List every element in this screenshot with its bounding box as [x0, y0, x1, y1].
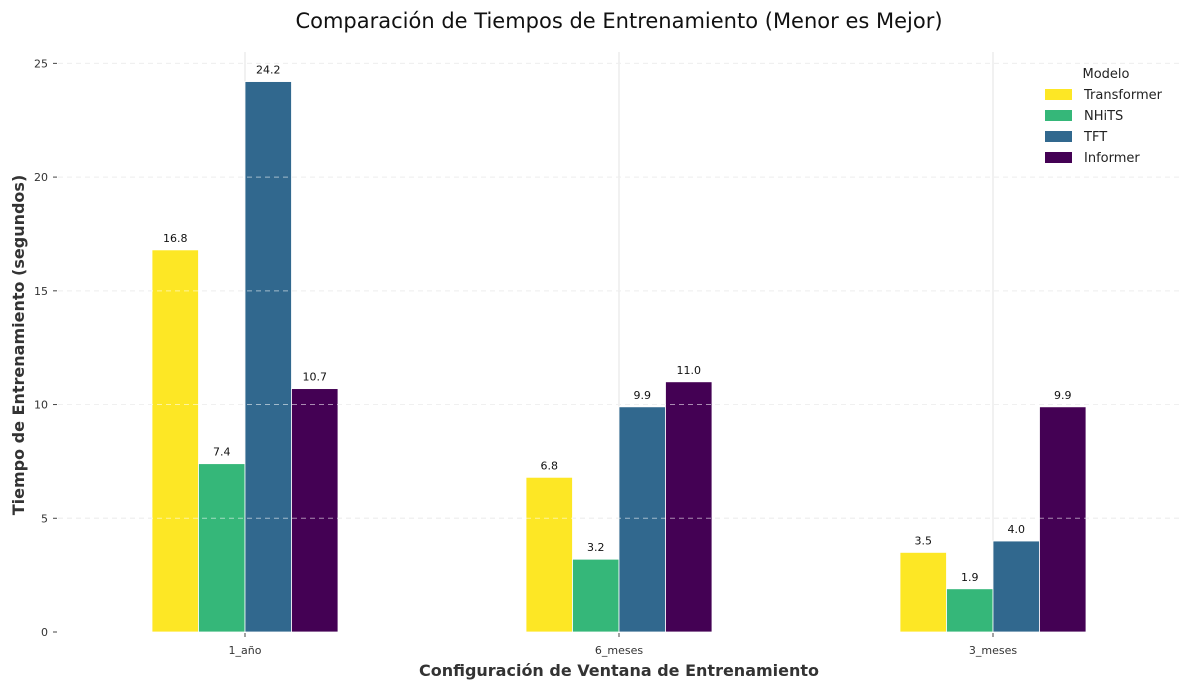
- legend-entry-tft: TFT: [1083, 130, 1107, 145]
- legend-entry-informer: Informer: [1084, 151, 1140, 166]
- y-axis-label: Tiempo de Entrenamiento (segundos): [9, 175, 28, 516]
- bar-transformer-2: [899, 551, 947, 633]
- bar-value-label: 9.9: [1054, 389, 1072, 402]
- legend-entry-nhits: NHiTS: [1084, 109, 1123, 124]
- bar-value-label: 10.7: [303, 371, 328, 384]
- legend-swatch-transformer: [1045, 89, 1072, 100]
- y-tick-label: 5: [41, 512, 48, 525]
- bar-value-label: 3.5: [915, 534, 933, 547]
- bar-nhits-2: [946, 588, 994, 633]
- bar-tft-0: [244, 81, 292, 633]
- bar-value-labels: 16.8 7.4 24.2 10.7 6.8 3.2 9.9 11.0 3.5 1.9 4.0 9.9: [163, 64, 1072, 584]
- legend: Modelo Transformer NHiTS TFT Informer: [1045, 67, 1163, 166]
- grid-overlay: [58, 62, 1180, 519]
- bar-transformer-0: [151, 249, 199, 633]
- bar-value-label: 11.0: [677, 364, 702, 377]
- chart-title: Comparación de Tiempos de Entrenamiento …: [295, 9, 942, 33]
- y-tick-label: 15: [34, 285, 48, 298]
- legend-swatch-nhits: [1045, 110, 1072, 121]
- bar-value-label: 16.8: [163, 232, 188, 245]
- bar-informer-2: [1039, 406, 1087, 633]
- bar-transformer-1: [525, 476, 573, 633]
- bar-informer-1: [665, 381, 713, 633]
- y-axis-ticks: 0 5 10 15 20 25: [34, 57, 57, 639]
- legend-swatch-tft: [1045, 131, 1072, 142]
- legend-entry-transformer: Transformer: [1083, 88, 1163, 103]
- y-tick-label: 0: [41, 626, 48, 639]
- x-tick-label: 6_meses: [595, 644, 643, 657]
- y-tick-label: 20: [34, 171, 48, 184]
- legend-swatch-informer: [1045, 152, 1072, 163]
- y-tick-label: 25: [34, 57, 48, 70]
- bar-value-label: 24.2: [256, 64, 281, 77]
- bar-nhits-0: [198, 463, 246, 633]
- bar-value-label: 3.2: [587, 541, 605, 554]
- x-axis-ticks: 1_año 6_meses 3_meses: [229, 633, 1017, 657]
- x-tick-label: 3_meses: [969, 644, 1017, 657]
- bar-value-label: 6.8: [541, 459, 559, 472]
- bar-informer-0: [291, 388, 339, 633]
- bar-nhits-1: [572, 558, 620, 633]
- bar-value-label: 1.9: [961, 571, 979, 584]
- bar-tft-2: [992, 540, 1040, 633]
- bar-tft-1: [618, 406, 666, 633]
- legend-title: Modelo: [1083, 67, 1130, 82]
- x-tick-label: 1_año: [229, 644, 262, 657]
- bar-value-label: 4.0: [1008, 523, 1026, 536]
- bars: [151, 81, 1087, 633]
- x-axis-label: Configuración de Ventana de Entrenamient…: [419, 661, 819, 680]
- bar-value-label: 9.9: [634, 389, 652, 402]
- y-tick-label: 10: [34, 399, 48, 412]
- bar-value-label: 7.4: [213, 446, 231, 459]
